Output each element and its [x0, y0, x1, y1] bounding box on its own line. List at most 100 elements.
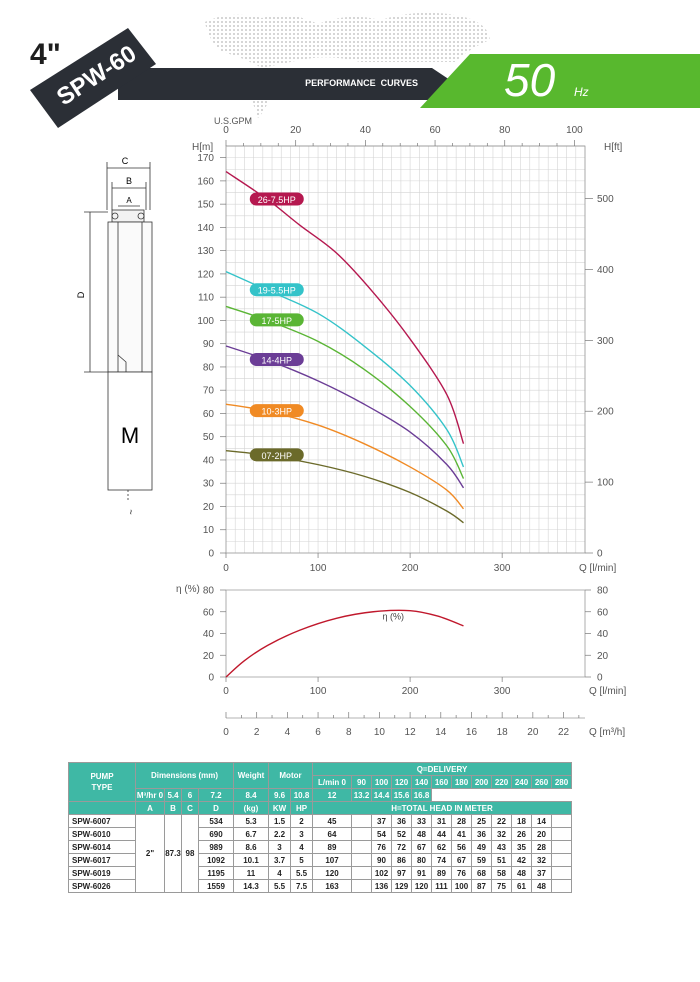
curve-07-2HP — [225, 449, 464, 524]
head-value: 43 — [491, 840, 512, 854]
head-value: 68 — [471, 866, 492, 880]
table-row: SPW-6019 1195 11 4 5.5 120 102 97 91 89 76 68 58 48 37 — [68, 866, 572, 880]
head-value: 120 — [312, 866, 352, 880]
y-right-tick-label: 300 — [597, 336, 614, 347]
m3h-value: 6 — [181, 788, 199, 802]
kw-value: 4 — [268, 866, 291, 880]
head-value: 28 — [531, 840, 552, 854]
m3h-tick-label: 18 — [497, 727, 509, 738]
lmin-value: 240 — [511, 775, 532, 789]
head-value: 45 — [312, 814, 352, 828]
header-weight: Weight — [233, 762, 269, 789]
dim-a-value: 2" — [135, 814, 165, 893]
head-value: 44 — [431, 827, 452, 841]
y-tick-label: 40 — [203, 455, 215, 466]
head-value — [551, 827, 572, 841]
head-value — [551, 840, 572, 854]
head-value — [351, 866, 372, 880]
kw-value: 1.5 — [268, 814, 291, 828]
dim-d-value: 690 — [198, 827, 234, 841]
top-tick-label: 40 — [360, 125, 372, 136]
y-tick-label: 170 — [197, 153, 214, 164]
eff-y-tick-label: 20 — [203, 651, 215, 662]
dim-d-value: 534 — [198, 814, 234, 828]
head-value: 33 — [411, 814, 432, 828]
m3h-value: 14.4 — [371, 788, 392, 802]
m3h-tick-label: 4 — [285, 727, 291, 738]
weight-unit: (kg) — [233, 801, 269, 815]
m3h-tick-label: 0 — [223, 727, 229, 738]
head-value: 48 — [531, 879, 552, 893]
head-value — [551, 879, 572, 893]
head-value: 31 — [431, 814, 452, 828]
head-value: 62 — [431, 840, 452, 854]
table-row: SPW-6026 1559 14.3 5.5 7.5 163 136 129 120 111 100… — [68, 879, 572, 893]
m3h-tick-label: 12 — [405, 727, 417, 738]
eff-x-tick-label: 300 — [494, 686, 511, 697]
head-value: 61 — [511, 879, 532, 893]
head-value: 86 — [391, 853, 412, 867]
eff-y-tick-label: 80 — [203, 586, 215, 597]
weight-value: 8.6 — [233, 840, 269, 854]
y-tick-label: 130 — [197, 246, 214, 257]
curve-label: 19-5.5HP — [258, 286, 296, 296]
y-tick-label: 100 — [197, 316, 214, 327]
head-value: 37 — [531, 866, 552, 880]
hp-value: 7.5 — [290, 879, 313, 893]
dim-label-a: A — [126, 196, 132, 205]
m3h-value: 10.8 — [290, 788, 313, 802]
m3h-label: M³/hr 0 — [135, 788, 165, 802]
head-value: 56 — [451, 840, 472, 854]
head-value — [351, 814, 372, 828]
m3h-tick-label: 20 — [527, 727, 539, 738]
y-tick-label: 150 — [197, 200, 214, 211]
head-value: 36 — [471, 827, 492, 841]
eff-y-tick-label-right: 20 — [597, 651, 609, 662]
head-value: 129 — [391, 879, 412, 893]
y-tick-label: 120 — [197, 269, 214, 280]
motor-cable-mark: ~ — [126, 509, 136, 514]
head-value: 52 — [391, 827, 412, 841]
eff-y-tick-label-right: 60 — [597, 607, 609, 618]
head-value: 36 — [391, 814, 412, 828]
head-value: 107 — [312, 853, 352, 867]
weight-value: 11 — [233, 866, 269, 880]
head-value: 22 — [491, 814, 512, 828]
kw-value: 2.2 — [268, 827, 291, 841]
curve-26-7.5HP — [225, 171, 465, 444]
head-value: 54 — [371, 827, 392, 841]
m3h-value: 15.6 — [391, 788, 412, 802]
m3h-value: 8.4 — [233, 788, 269, 802]
top-axis-label: U.S.GPM — [214, 116, 252, 126]
y-tick-label: 80 — [203, 362, 215, 373]
dim-d-value: 1195 — [198, 866, 234, 880]
m3h-tick-label: 2 — [254, 727, 260, 738]
eff-x-axis-label: Q [l/min] — [589, 686, 626, 697]
dim-col-b: B — [164, 801, 182, 815]
head-value: 163 — [312, 879, 352, 893]
head-value: 51 — [491, 853, 512, 867]
y-axis-label-right: H[ft] — [604, 142, 623, 153]
head-value — [351, 840, 372, 854]
y-tick-label: 50 — [203, 432, 215, 443]
top-tick-label: 100 — [566, 125, 583, 136]
dim-label-c: C — [122, 156, 129, 166]
model-tag — [30, 28, 156, 128]
table-row: SPW-6017 1092 10.1 3.7 5 107 90 86 80 74 67 59 51 42 3… — [68, 853, 572, 867]
x-tick-label: 100 — [310, 563, 327, 574]
head-value: 67 — [411, 840, 432, 854]
head-value: 90 — [371, 853, 392, 867]
eff-y-axis-label: η (%) — [176, 584, 200, 595]
head-value: 136 — [371, 879, 392, 893]
head-value: 76 — [371, 840, 392, 854]
dim-d-value: 989 — [198, 840, 234, 854]
head-value: 75 — [491, 879, 512, 893]
eff-y-tick-label-right: 80 — [597, 586, 609, 597]
y-right-tick-label: 0 — [597, 549, 603, 560]
m3h-tick-label: 10 — [374, 727, 386, 738]
lmin-row: L/min 0 90 100 120 140 160 180 200 220 240 260 280 — [69, 775, 572, 789]
y-right-tick-label: 500 — [597, 194, 614, 205]
head-value: 64 — [312, 827, 352, 841]
hp-value: 3 — [290, 827, 313, 841]
top-tick-label: 20 — [290, 125, 302, 136]
